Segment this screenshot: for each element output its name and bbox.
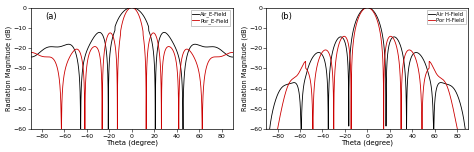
Text: (a): (a)	[45, 12, 56, 21]
Legend: Air_E-Field, Por_E-Field: Air_E-Field, Por_E-Field	[191, 10, 230, 26]
Air_E-Field	[211, 46, 217, 48]
Por_E-Field	[84, 62, 90, 64]
Por_E-Field	[129, 7, 135, 9]
Legend: Air H-Field, Por H-Field: Air H-Field, Por H-Field	[427, 10, 466, 24]
Por_E-Field	[71, 50, 77, 51]
Air_E-Field	[71, 48, 77, 50]
X-axis label: Theta (degree): Theta (degree)	[106, 140, 158, 146]
Air H-Field	[320, 55, 326, 57]
Por H-Field	[320, 51, 326, 52]
Air H-Field	[386, 47, 392, 48]
Por_E-Field	[211, 56, 217, 58]
Por_E-Field	[230, 52, 236, 53]
Por H-Field	[447, 92, 452, 94]
Por_E-Field	[58, 128, 64, 130]
Air H-Field	[264, 128, 269, 130]
Line: Air_E-Field: Air_E-Field	[31, 8, 233, 129]
X-axis label: Theta (degree): Theta (degree)	[341, 140, 393, 146]
Por H-Field	[386, 37, 392, 39]
Por_E-Field	[230, 52, 236, 53]
Air_E-Field	[230, 56, 236, 58]
Air_E-Field	[150, 48, 156, 50]
Air H-Field	[465, 128, 471, 130]
Y-axis label: Radiation Magnitude (dB): Radiation Magnitude (dB)	[241, 26, 248, 111]
Air H-Field	[307, 62, 312, 64]
Air H-Field	[389, 37, 395, 39]
Por H-Field	[465, 128, 471, 130]
Line: Air H-Field: Air H-Field	[266, 8, 468, 129]
Por_E-Field	[28, 52, 34, 53]
Por H-Field	[365, 7, 370, 9]
Y-axis label: Radiation Magnitude (dB): Radiation Magnitude (dB)	[6, 26, 12, 111]
Por_E-Field	[154, 37, 159, 38]
Air_E-Field	[28, 56, 34, 58]
Air_E-Field	[84, 49, 90, 51]
Air_E-Field	[129, 7, 135, 9]
Line: Por H-Field: Por H-Field	[266, 8, 468, 129]
Air_E-Field	[154, 57, 159, 59]
Por H-Field	[465, 128, 471, 130]
Text: (b): (b)	[281, 12, 292, 21]
Air H-Field	[365, 7, 370, 9]
Air_E-Field	[78, 128, 83, 130]
Por_E-Field	[150, 32, 156, 34]
Por H-Field	[264, 128, 269, 130]
Air H-Field	[447, 84, 452, 86]
Por H-Field	[389, 36, 395, 38]
Line: Por_E-Field: Por_E-Field	[31, 8, 233, 129]
Air_E-Field	[230, 56, 236, 58]
Air H-Field	[465, 128, 471, 130]
Por H-Field	[307, 76, 312, 78]
